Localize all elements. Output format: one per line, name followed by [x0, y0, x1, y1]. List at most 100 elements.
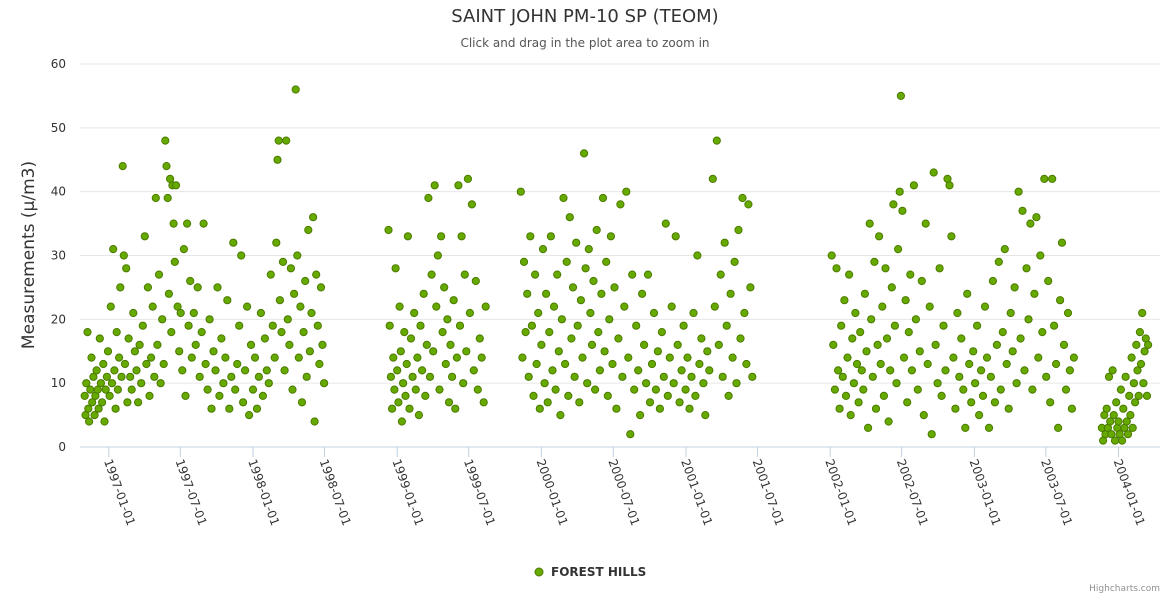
data-point[interactable]	[703, 347, 712, 356]
data-point[interactable]	[312, 270, 321, 279]
data-point[interactable]	[1054, 423, 1063, 432]
data-point[interactable]	[982, 353, 992, 362]
data-point[interactable]	[716, 270, 725, 279]
data-point[interactable]	[481, 302, 490, 311]
data-point[interactable]	[1142, 391, 1152, 400]
data-point[interactable]	[1012, 379, 1021, 388]
data-point[interactable]	[523, 289, 532, 298]
data-point[interactable]	[931, 340, 940, 349]
data-point[interactable]	[699, 379, 708, 388]
data-point[interactable]	[402, 359, 411, 369]
data-point[interactable]	[451, 404, 460, 413]
data-point[interactable]	[432, 302, 441, 311]
data-point[interactable]	[134, 398, 143, 407]
data-point[interactable]	[990, 398, 1000, 407]
data-point[interactable]	[162, 162, 171, 171]
data-point[interactable]	[602, 257, 611, 266]
data-point[interactable]	[638, 289, 647, 298]
data-point[interactable]	[548, 366, 557, 375]
data-point[interactable]	[1036, 251, 1045, 260]
data-point[interactable]	[516, 187, 525, 196]
data-point[interactable]	[1000, 245, 1009, 254]
data-point[interactable]	[115, 353, 124, 362]
data-point[interactable]	[730, 257, 739, 266]
data-point[interactable]	[614, 334, 623, 343]
data-point[interactable]	[572, 238, 581, 247]
data-point[interactable]	[215, 391, 224, 400]
data-point[interactable]	[949, 353, 958, 362]
data-point[interactable]	[145, 391, 154, 400]
data-point[interactable]	[567, 334, 576, 343]
data-point[interactable]	[697, 334, 706, 343]
data-point[interactable]	[583, 379, 592, 388]
data-point[interactable]	[881, 264, 890, 273]
data-point[interactable]	[280, 366, 289, 375]
data-point[interactable]	[129, 308, 138, 318]
data-point[interactable]	[865, 219, 874, 228]
data-point[interactable]	[193, 283, 202, 292]
data-point[interactable]	[94, 404, 103, 413]
data-point[interactable]	[600, 347, 609, 356]
data-point[interactable]	[454, 181, 463, 190]
data-point[interactable]	[231, 385, 240, 394]
credits-link[interactable]: Highcharts.com	[1089, 584, 1160, 594]
data-point[interactable]	[907, 366, 917, 375]
data-point[interactable]	[211, 366, 220, 375]
data-point[interactable]	[856, 328, 865, 337]
data-point[interactable]	[665, 353, 674, 362]
data-point[interactable]	[197, 328, 206, 337]
data-point[interactable]	[576, 296, 586, 305]
data-point[interactable]	[859, 385, 868, 394]
data-point[interactable]	[728, 353, 737, 362]
data-point[interactable]	[191, 340, 200, 349]
data-point[interactable]	[1134, 391, 1143, 400]
data-point[interactable]	[209, 347, 218, 356]
data-point[interactable]	[315, 359, 324, 369]
data-point[interactable]	[89, 372, 98, 381]
data-point[interactable]	[424, 193, 433, 203]
data-point[interactable]	[135, 340, 144, 349]
data-point[interactable]	[107, 379, 117, 388]
data-point[interactable]	[164, 289, 173, 298]
data-point[interactable]	[183, 219, 192, 228]
data-point[interactable]	[167, 328, 176, 337]
data-point[interactable]	[710, 302, 719, 311]
data-point[interactable]	[1014, 187, 1023, 196]
data-point[interactable]	[570, 372, 579, 381]
data-point[interactable]	[851, 308, 860, 318]
data-point[interactable]	[316, 283, 326, 292]
data-point[interactable]	[589, 276, 598, 286]
data-point[interactable]	[235, 321, 244, 330]
data-point[interactable]	[630, 385, 639, 394]
data-point[interactable]	[947, 232, 956, 241]
data-point[interactable]	[1106, 417, 1115, 426]
data-point[interactable]	[1063, 308, 1073, 318]
data-point[interactable]	[1129, 379, 1139, 388]
data-point[interactable]	[239, 398, 248, 407]
data-point[interactable]	[1032, 213, 1041, 222]
data-point[interactable]	[223, 296, 232, 305]
data-point[interactable]	[886, 366, 895, 375]
data-point[interactable]	[103, 347, 113, 356]
data-point[interactable]	[578, 353, 587, 362]
data-point[interactable]	[278, 257, 288, 266]
data-point[interactable]	[1044, 276, 1053, 286]
data-point[interactable]	[250, 353, 260, 362]
data-point[interactable]	[642, 379, 651, 388]
data-point[interactable]	[396, 347, 405, 356]
data-point[interactable]	[83, 328, 92, 337]
data-point[interactable]	[746, 283, 755, 292]
data-point[interactable]	[471, 276, 480, 286]
series-forest-hills[interactable]	[80, 85, 1153, 445]
data-point[interactable]	[1135, 328, 1145, 337]
data-point[interactable]	[462, 347, 471, 356]
data-point[interactable]	[384, 225, 393, 235]
data-point[interactable]	[683, 353, 692, 362]
data-point[interactable]	[201, 359, 210, 369]
data-point[interactable]	[557, 315, 567, 324]
data-point[interactable]	[840, 296, 849, 305]
data-point[interactable]	[469, 366, 478, 375]
data-point[interactable]	[594, 328, 603, 337]
data-point[interactable]	[305, 347, 314, 356]
data-point[interactable]	[195, 372, 204, 381]
